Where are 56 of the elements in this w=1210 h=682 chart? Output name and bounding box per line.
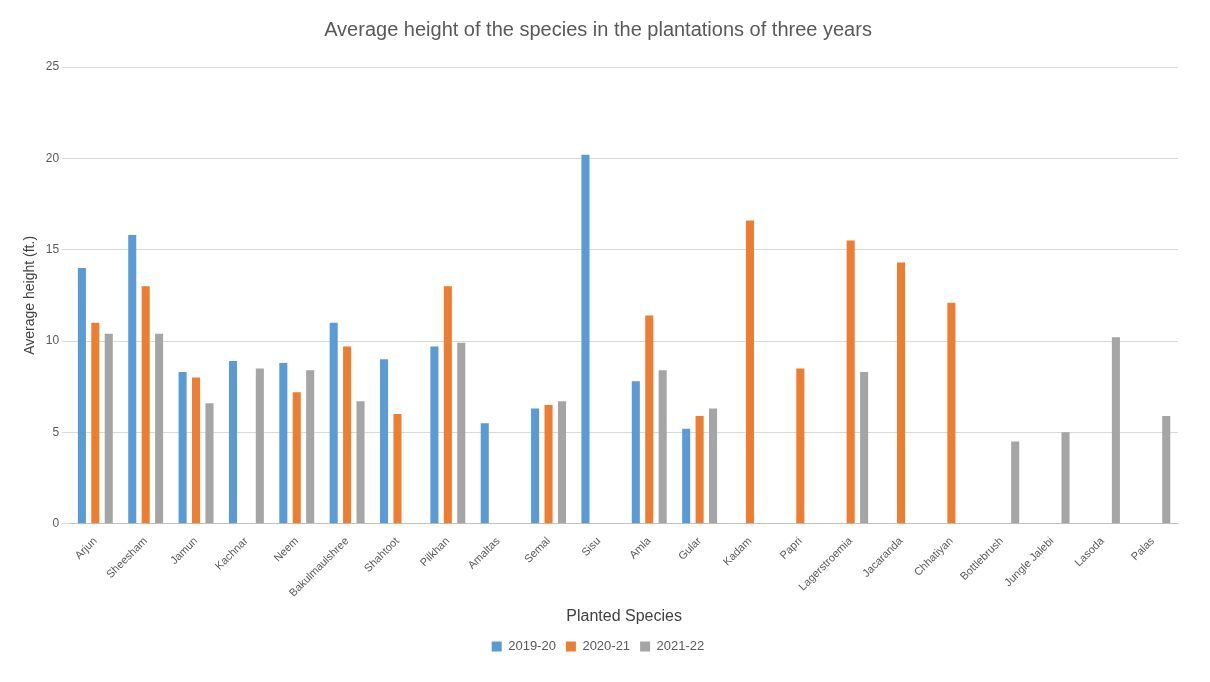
bar [846,240,855,524]
bar [155,333,164,524]
y-tick-label: 0 [52,516,60,531]
bar [292,392,301,524]
bar [141,286,150,524]
bar [682,428,691,524]
bar [228,361,237,524]
bar [1162,415,1171,524]
bar [1011,441,1020,524]
bar [279,362,288,524]
bar [306,370,315,524]
bar [1111,337,1120,524]
bar [658,370,667,524]
bar [480,423,489,524]
bar [897,262,906,524]
legend-label: 2020-21 [582,638,631,654]
bar [709,408,718,524]
legend-label: 2019-20 [508,638,556,654]
bar [205,403,214,524]
bar [443,286,452,524]
bar [329,322,338,524]
x-axis-title: Planted Species [566,606,682,624]
bar [356,401,365,524]
y-tick-label: 15 [45,241,60,256]
bar [531,408,540,524]
bar [947,302,956,524]
bar [343,346,352,524]
bar [695,415,704,524]
bar [380,359,389,524]
bar [128,235,137,524]
bar [430,346,439,524]
bar [178,372,187,524]
bar [393,414,402,524]
bar [796,368,805,524]
y-tick-label: 25 [45,59,60,74]
legend-label: 2021-22 [656,638,705,654]
bar [77,267,86,524]
bar [1061,432,1070,524]
chart-title: Average height of the species in the plantations of three years [324,17,872,40]
bar [631,381,640,524]
y-axis-title: Average height (ft.) [21,235,38,355]
y-tick-label: 20 [45,150,60,165]
bar [457,342,466,524]
bar [104,333,113,524]
bar [91,322,100,524]
bar [745,220,754,524]
y-tick-label: 10 [45,333,60,348]
x-tick-label: Sisu [578,534,603,559]
y-tick-label: 5 [52,424,60,439]
bar [581,154,590,524]
bar [255,368,264,524]
bar [645,315,654,524]
bar [544,404,553,524]
bar [557,401,566,524]
bar [192,377,201,524]
bar [860,372,869,524]
